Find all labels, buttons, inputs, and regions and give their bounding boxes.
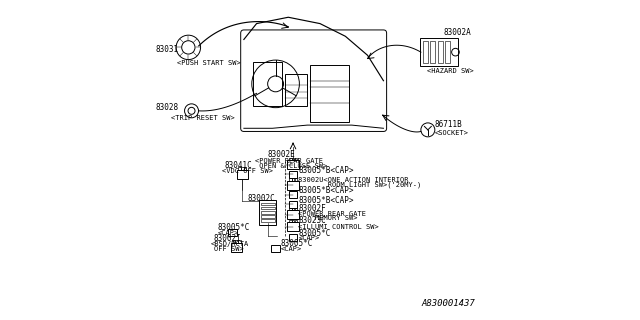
Text: A830001437: A830001437 bbox=[422, 299, 476, 308]
Bar bbox=[289, 171, 298, 178]
Bar bbox=[420, 38, 458, 67]
Text: MEMORY SW>: MEMORY SW> bbox=[298, 215, 358, 221]
Text: 83002U<ONE ACTION INTERIOR: 83002U<ONE ACTION INTERIOR bbox=[298, 177, 409, 183]
Text: <BSD/RCTA: <BSD/RCTA bbox=[211, 241, 249, 247]
Bar bbox=[289, 220, 292, 222]
Bar bbox=[289, 191, 298, 198]
Bar bbox=[238, 240, 241, 243]
Bar bbox=[294, 208, 297, 210]
Bar bbox=[423, 41, 428, 63]
Bar bbox=[292, 208, 294, 210]
Bar bbox=[260, 203, 275, 205]
Bar bbox=[238, 167, 241, 170]
Bar bbox=[287, 181, 299, 190]
Text: <VDC OFF SW>: <VDC OFF SW> bbox=[221, 168, 273, 174]
Bar bbox=[260, 219, 275, 222]
Bar bbox=[231, 243, 242, 252]
Text: 83005*C: 83005*C bbox=[218, 223, 250, 232]
Bar bbox=[310, 65, 349, 122]
Text: <CAP>: <CAP> bbox=[218, 230, 239, 236]
Text: 83002A: 83002A bbox=[444, 28, 472, 37]
Text: <ILLUMI CONTROL SW>: <ILLUMI CONTROL SW> bbox=[298, 223, 379, 229]
Text: <PUSH START SW>: <PUSH START SW> bbox=[177, 60, 241, 66]
Text: 83031: 83031 bbox=[156, 45, 179, 54]
Text: OPEN & CLOSE SW>: OPEN & CLOSE SW> bbox=[255, 163, 327, 169]
Text: <POWER REAR GATE: <POWER REAR GATE bbox=[255, 158, 323, 164]
Text: 83002F: 83002F bbox=[298, 204, 326, 213]
Text: <TRIP RESET SW>: <TRIP RESET SW> bbox=[171, 115, 235, 121]
Text: 83005*B<CAP>: 83005*B<CAP> bbox=[298, 166, 354, 175]
Text: 86711B: 86711B bbox=[435, 120, 463, 129]
Bar bbox=[236, 240, 238, 243]
Bar bbox=[237, 170, 248, 179]
Bar bbox=[438, 41, 443, 63]
Text: 83002I: 83002I bbox=[214, 234, 241, 243]
Bar bbox=[287, 210, 299, 219]
Text: 83002C: 83002C bbox=[247, 194, 275, 203]
Bar bbox=[260, 211, 275, 214]
Text: ROOM LIGHT SW>('20MY-): ROOM LIGHT SW>('20MY-) bbox=[298, 182, 422, 188]
Bar bbox=[285, 74, 307, 106]
Text: 83002E: 83002E bbox=[268, 150, 296, 159]
Bar bbox=[253, 62, 282, 106]
Bar bbox=[289, 178, 292, 181]
Bar bbox=[287, 160, 299, 169]
Text: 83005*B<CAP>: 83005*B<CAP> bbox=[298, 196, 354, 205]
Bar bbox=[294, 220, 297, 222]
Bar bbox=[431, 41, 435, 63]
Bar bbox=[228, 229, 237, 236]
Bar bbox=[259, 200, 276, 225]
Bar bbox=[294, 158, 297, 160]
Text: 83028: 83028 bbox=[156, 103, 179, 112]
Bar bbox=[292, 158, 294, 160]
Text: 83005*B<CAP>: 83005*B<CAP> bbox=[298, 186, 354, 195]
Bar bbox=[289, 234, 298, 241]
Text: <POWER REAR GATE: <POWER REAR GATE bbox=[298, 211, 367, 217]
Bar bbox=[289, 158, 292, 160]
Bar bbox=[244, 167, 246, 170]
Text: 83005*C: 83005*C bbox=[298, 229, 331, 238]
Bar bbox=[260, 207, 275, 210]
Bar bbox=[287, 222, 299, 231]
Bar bbox=[292, 178, 294, 181]
Text: <CAP>: <CAP> bbox=[280, 246, 301, 252]
Text: <SOCKET>: <SOCKET> bbox=[435, 130, 469, 136]
Bar bbox=[289, 208, 292, 210]
Bar bbox=[292, 220, 294, 222]
Bar bbox=[289, 201, 298, 208]
Text: <CAP>: <CAP> bbox=[298, 235, 319, 241]
Bar bbox=[232, 240, 235, 243]
Bar bbox=[241, 167, 244, 170]
Text: 83041C: 83041C bbox=[225, 161, 253, 170]
Text: 83023C: 83023C bbox=[298, 216, 326, 226]
Bar bbox=[271, 245, 280, 252]
Text: OFF SW>: OFF SW> bbox=[214, 246, 243, 252]
Bar bbox=[260, 215, 275, 218]
Bar bbox=[294, 178, 297, 181]
Text: 83005*C: 83005*C bbox=[280, 239, 313, 248]
Bar bbox=[445, 41, 450, 63]
Text: <HAZARD SW>: <HAZARD SW> bbox=[428, 68, 474, 74]
